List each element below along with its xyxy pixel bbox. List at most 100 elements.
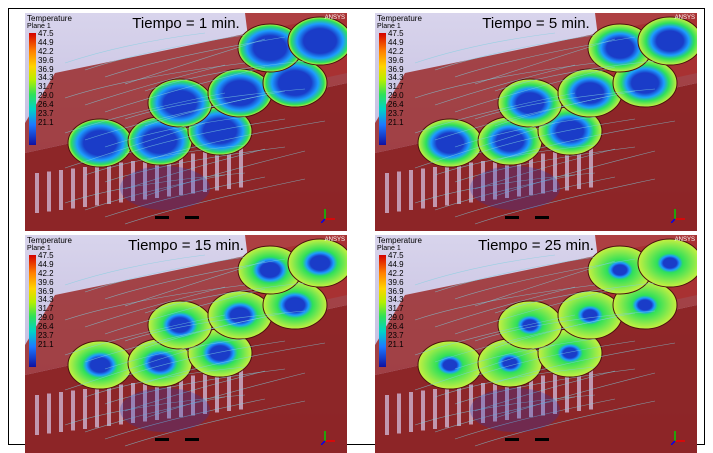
- airflow-streamline: [84, 94, 266, 141]
- crate-slot: [107, 386, 111, 426]
- airflow-streamline: [414, 122, 556, 169]
- airflow-streamline: [414, 92, 576, 134]
- crate-slot: [469, 162, 473, 203]
- legend-tick-label: 23.7: [388, 331, 404, 341]
- legend-tick-label: 26.4: [388, 100, 404, 110]
- airflow-streamline: [64, 254, 206, 286]
- ansys-logo: ANSYS: [674, 237, 695, 243]
- color-scale-bar: [379, 33, 386, 145]
- crate-slot: [35, 395, 39, 435]
- airflow-streamline: [434, 366, 596, 398]
- airflow-streamline: [474, 178, 656, 225]
- crate-slot: [577, 371, 581, 411]
- crate-slot: [457, 164, 461, 204]
- legend-tick-label: 42.2: [38, 268, 54, 278]
- legend-tick-label: 21.1: [38, 117, 54, 127]
- airflow-streamline: [144, 90, 286, 127]
- airflow-streamline: [144, 372, 306, 419]
- airflow-streamline: [124, 340, 286, 377]
- legend-tick-label: 23.7: [38, 331, 54, 341]
- crate-slot: [421, 168, 425, 209]
- airflow-streamline: [454, 398, 616, 440]
- legend-title: Temperature: [377, 236, 422, 245]
- crate-slot: [493, 381, 497, 422]
- airflow-streamline: [104, 176, 266, 218]
- legend-tick-label: 23.7: [38, 109, 54, 119]
- crate-slot: [565, 150, 569, 191]
- crate-slot: [107, 164, 111, 204]
- airflow-streamline: [434, 256, 596, 293]
- airflow-streamline: [414, 344, 556, 391]
- airflow-streamline: [454, 66, 616, 113]
- airflow-streamline: [124, 178, 306, 225]
- crate-slot: [445, 387, 449, 428]
- airflow-streamline: [144, 282, 306, 314]
- legend-tick-label: 29.0: [38, 313, 54, 323]
- legend-tick-label: 42.2: [388, 46, 404, 56]
- crate-slot: [433, 167, 437, 207]
- crate-slot: [541, 375, 545, 416]
- legend-ticks: 47.5 44.9 42.2 39.6 36.9 34.3 31.7 29.0 26.4 23.7…: [388, 251, 404, 350]
- legend-tick-label: 31.7: [388, 82, 404, 92]
- airflow-streamline: [104, 116, 246, 148]
- temperature-legend: Temperature Plane 1 47.5 44.9 42.2 39.6 36.9…: [377, 236, 437, 367]
- crate-slot: [505, 380, 509, 420]
- color-scale-bar: [379, 255, 386, 367]
- legend-tick-label: 34.3: [388, 295, 404, 305]
- scale-bar: [155, 438, 169, 441]
- airflow-streamline: [494, 372, 656, 419]
- scale-bar: [505, 216, 519, 219]
- airflow-streamline: [474, 340, 636, 377]
- airflow-streamline: [144, 150, 306, 197]
- airflow-streamline: [414, 172, 596, 204]
- legend-tick-label: 31.7: [38, 304, 54, 314]
- legend-tick-label: 36.9: [388, 64, 404, 74]
- legend-tick-label: 31.7: [388, 304, 404, 314]
- crate-slot: [83, 389, 87, 429]
- legend-tick-label: 34.3: [388, 73, 404, 83]
- airflow-streamline: [124, 118, 286, 155]
- airflow-streamline: [84, 144, 246, 176]
- crate-slot: [71, 390, 75, 431]
- crate-slot: [517, 156, 521, 197]
- crate-slot: [71, 168, 75, 209]
- legend-tick-label: 26.4: [38, 100, 54, 110]
- fruit: [637, 238, 697, 288]
- crate-slot: [409, 170, 413, 210]
- fruit: [287, 16, 347, 66]
- crate-slot: [553, 374, 557, 414]
- legend-tick-label: 44.9: [388, 259, 404, 269]
- fruit: [497, 78, 563, 128]
- crate-slot: [481, 161, 485, 201]
- airflow-streamline: [434, 144, 596, 176]
- legend-tick-label: 36.9: [38, 286, 54, 296]
- crate-slot: [215, 372, 219, 413]
- airflow-streamline: [434, 34, 596, 71]
- legend-tick-label: 47.5: [38, 251, 54, 260]
- crate-slot: [469, 384, 473, 425]
- crate-slot: [191, 375, 195, 416]
- crate-slot: [445, 165, 449, 206]
- legend-tick-label: 23.7: [388, 109, 404, 119]
- panel-title: Tiempo = 25 min.: [478, 237, 594, 254]
- legend-subtitle: Plane 1: [377, 245, 401, 252]
- airflow-streamline: [434, 316, 616, 363]
- legend-tick-label: 26.4: [38, 322, 54, 332]
- legend-tick-label: 39.6: [38, 55, 54, 65]
- lower-fruit-shadow: [120, 388, 210, 432]
- airflow-streamline: [474, 88, 656, 120]
- crate-front-wall: [25, 83, 347, 231]
- crate-slot: [227, 149, 231, 189]
- legend-tick-label: 39.6: [388, 55, 404, 65]
- legend-tick-label: 34.3: [38, 73, 54, 83]
- airflow-streamline: [104, 338, 246, 370]
- ansys-logo: ANSYS: [324, 237, 345, 243]
- airflow-streamline: [494, 60, 656, 92]
- scale-bar: [185, 216, 199, 219]
- crate-slot: [167, 378, 171, 419]
- legend-tick-label: 36.9: [38, 64, 54, 74]
- airflow-streamline: [414, 32, 556, 64]
- crate-slot: [215, 150, 219, 191]
- airflow-streamline: [474, 310, 656, 342]
- lower-fruit-shadow: [470, 166, 560, 210]
